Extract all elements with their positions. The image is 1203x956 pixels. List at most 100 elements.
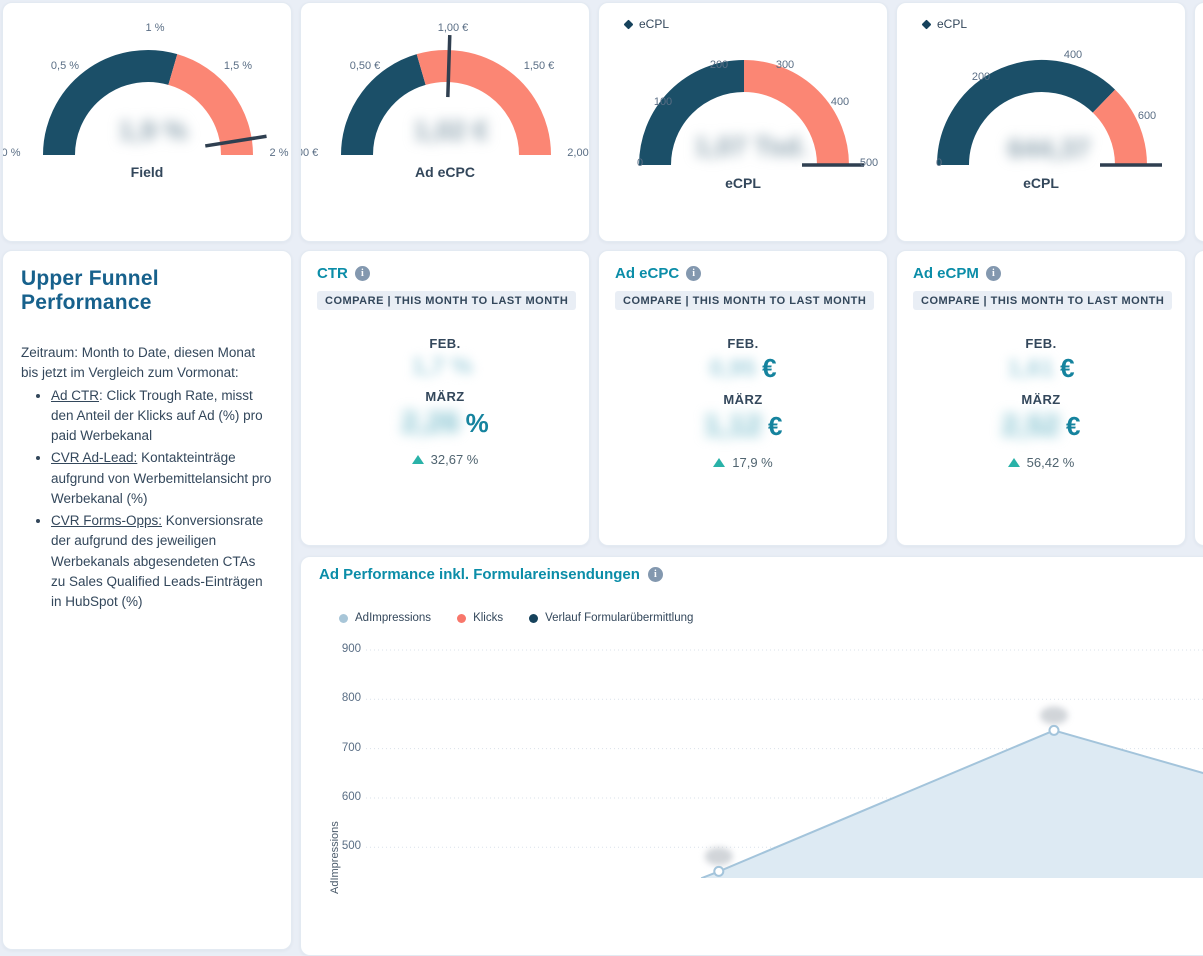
list-item: Ad CTR: Click Trough Rate, misst den Ant… bbox=[51, 386, 273, 447]
term: CVR Ad-Lead: bbox=[51, 450, 138, 466]
card-heading: Upper Funnel Performance bbox=[21, 267, 159, 314]
gauge-card-ad-ecpc: 1,00 € 0,50 € 1,50 € 0,00 € 2,00 1,02 € … bbox=[300, 2, 590, 242]
definition-list: Ad CTR: Click Trough Rate, misst den Ant… bbox=[51, 386, 273, 613]
compare-card-ad-ecpm: Ad eCPM i COMPARE | THIS MONTH TO LAST M… bbox=[896, 250, 1186, 546]
y-axis-tick: 800 bbox=[341, 692, 361, 704]
card-title: CTR bbox=[317, 265, 348, 282]
gauge-tick: 1,5 % bbox=[223, 60, 253, 72]
definition: Konversionsrate der aufgrund des jeweili… bbox=[51, 513, 264, 609]
gauge-tick: 600 bbox=[1137, 110, 1157, 122]
gauge-tick: 2,00 bbox=[567, 147, 589, 159]
series-legend-item[interactable]: eCPL bbox=[921, 17, 968, 31]
gauge-tick: 500 bbox=[859, 157, 879, 169]
term: CVR Forms-Opps: bbox=[51, 513, 163, 528]
period-label: FEB. bbox=[1025, 336, 1057, 351]
definition: : Click Trough Rate, misst den Anteil de… bbox=[51, 387, 263, 444]
gauge-tick: 300 bbox=[775, 59, 795, 71]
gauge-card-field: 1 % 0,5 % 1,5 % 0 % 2 % 1,9 % Field bbox=[2, 2, 292, 242]
metric-value-blurred: 1,12 bbox=[703, 409, 762, 442]
increase-arrow-icon bbox=[1007, 458, 1020, 467]
legend-label: eCPL bbox=[639, 17, 670, 31]
dashboard-page: { "colors": { "background": "#e9eef6", "… bbox=[0, 0, 1203, 877]
chart-legend: AdImpressions Klicks Verlauf Formularübe… bbox=[339, 612, 693, 624]
legend-label: eCPL bbox=[937, 17, 968, 31]
legend-label: Klicks bbox=[473, 612, 504, 624]
list-item: CVR Ad-Lead: Kontakteinträge aufgrund vo… bbox=[51, 448, 273, 509]
gauge-tick: 1 % bbox=[145, 22, 165, 34]
period-label: MÄRZ bbox=[425, 389, 465, 404]
series-legend-item[interactable]: eCPL bbox=[623, 17, 670, 31]
gauge-arc bbox=[937, 60, 1162, 167]
term: Ad CTR bbox=[51, 387, 100, 403]
gauge-arc bbox=[43, 50, 267, 156]
metric-unit: € bbox=[1060, 353, 1075, 383]
gauge-tick: 1,00 € bbox=[437, 22, 469, 34]
metric-unit: € bbox=[1065, 410, 1081, 441]
legend-label: AdImpressions bbox=[355, 612, 432, 624]
card-title: Ad eCPC bbox=[615, 265, 680, 282]
partial-card bbox=[1194, 250, 1203, 546]
circle-marker-icon bbox=[457, 613, 467, 623]
upper-funnel-text-card: Upper Funnel Performance Zeitraum: Month… bbox=[2, 250, 292, 950]
gauge-tick: 100 bbox=[653, 96, 673, 108]
gauge-tick: 2 % bbox=[269, 147, 289, 159]
metric-value-blurred: 2,26 bbox=[401, 406, 460, 439]
gauge-tick: 0 bbox=[636, 157, 644, 169]
compare-badge: COMPARE | THIS MONTH TO LAST MONTH bbox=[615, 291, 875, 310]
gauge-arc bbox=[341, 35, 551, 156]
gauge-tick: 0,00 € bbox=[301, 147, 319, 159]
definition: Kontakteinträge aufgrund von Werbemittel… bbox=[51, 450, 272, 506]
info-icon[interactable]: i bbox=[985, 266, 1001, 281]
circle-marker-icon bbox=[529, 613, 539, 623]
y-axis-tick: 900 bbox=[341, 643, 361, 655]
delta-value: 17,9 % bbox=[732, 455, 773, 470]
y-axis-tick: 700 bbox=[341, 741, 361, 754]
compare-card-ctr: CTR i COMPARE | THIS MONTH TO LAST MONTH… bbox=[300, 250, 590, 546]
chart-title: Ad Performance inkl. Formulareinsendunge… bbox=[319, 566, 640, 583]
gauge-card-ecpl-2: eCPL 400 200 600 0 644,37 eCPL bbox=[896, 2, 1186, 242]
y-axis-title: AdImpressions bbox=[329, 821, 341, 894]
partial-card bbox=[1194, 2, 1203, 242]
gauge-tick: 200 bbox=[709, 59, 729, 71]
gauge-tick: 0,50 € bbox=[349, 60, 381, 72]
intro-paragraph: Zeitraum: Month to Date, diesen Monat bi… bbox=[21, 345, 256, 381]
increase-arrow-icon bbox=[411, 455, 424, 464]
metric-value-blurred: 0,95 bbox=[709, 354, 757, 382]
gauge-tick: 0,5 % bbox=[50, 60, 80, 72]
info-icon[interactable]: i bbox=[354, 266, 370, 281]
period-label: FEB. bbox=[727, 336, 759, 351]
legend-item-adimpressions[interactable]: AdImpressions bbox=[339, 612, 431, 624]
info-icon[interactable]: i bbox=[686, 266, 702, 281]
compare-badge: COMPARE | THIS MONTH TO LAST MONTH bbox=[913, 291, 1173, 310]
legend-label: Verlauf Formularübermittlung bbox=[545, 612, 694, 624]
gauge-caption: Ad eCPC bbox=[415, 164, 475, 180]
legend-item-klicks[interactable]: Klicks bbox=[457, 612, 503, 624]
gauge-caption: eCPL bbox=[1023, 175, 1059, 191]
gauge-tick: 400 bbox=[1063, 49, 1083, 61]
period-label: MÄRZ bbox=[723, 392, 763, 407]
y-axis-tick: 500 bbox=[341, 840, 361, 852]
gauge-tick: 200 bbox=[971, 71, 991, 83]
period-label: FEB. bbox=[429, 336, 461, 351]
metric-unit: % bbox=[465, 407, 489, 438]
gauge-tick: 0 % bbox=[2, 147, 21, 159]
gauge-caption: eCPL bbox=[725, 175, 761, 191]
metric-value-blurred: 2,52 bbox=[1001, 409, 1060, 442]
gauge-tick: 0 bbox=[935, 157, 943, 169]
y-axis-tick: 600 bbox=[341, 791, 361, 803]
gauge-value-blurred: 644,37 bbox=[1007, 133, 1091, 164]
metric-value-blurred: 1,61 bbox=[1007, 354, 1055, 382]
compare-badge: COMPARE | THIS MONTH TO LAST MONTH bbox=[317, 291, 577, 310]
list-item: CVR Forms-Opps: Konversionsrate der aufg… bbox=[51, 511, 273, 612]
legend-item-verlauf[interactable]: Verlauf Formularübermittlung bbox=[529, 612, 693, 624]
adimpressions-series bbox=[700, 706, 1203, 878]
gauge-value-blurred: 1,02 € bbox=[413, 115, 489, 146]
info-icon[interactable]: i bbox=[647, 567, 663, 582]
metric-unit: € bbox=[767, 410, 783, 441]
delta-value: 32,67 % bbox=[430, 452, 479, 467]
area-chart-plot bbox=[366, 649, 1203, 878]
increase-arrow-icon bbox=[713, 458, 726, 467]
compare-card-ad-ecpc: Ad eCPC i COMPARE | THIS MONTH TO LAST M… bbox=[598, 250, 888, 546]
gauge-tick: 1,50 € bbox=[523, 60, 555, 72]
delta-value: 56,42 % bbox=[1026, 455, 1075, 470]
